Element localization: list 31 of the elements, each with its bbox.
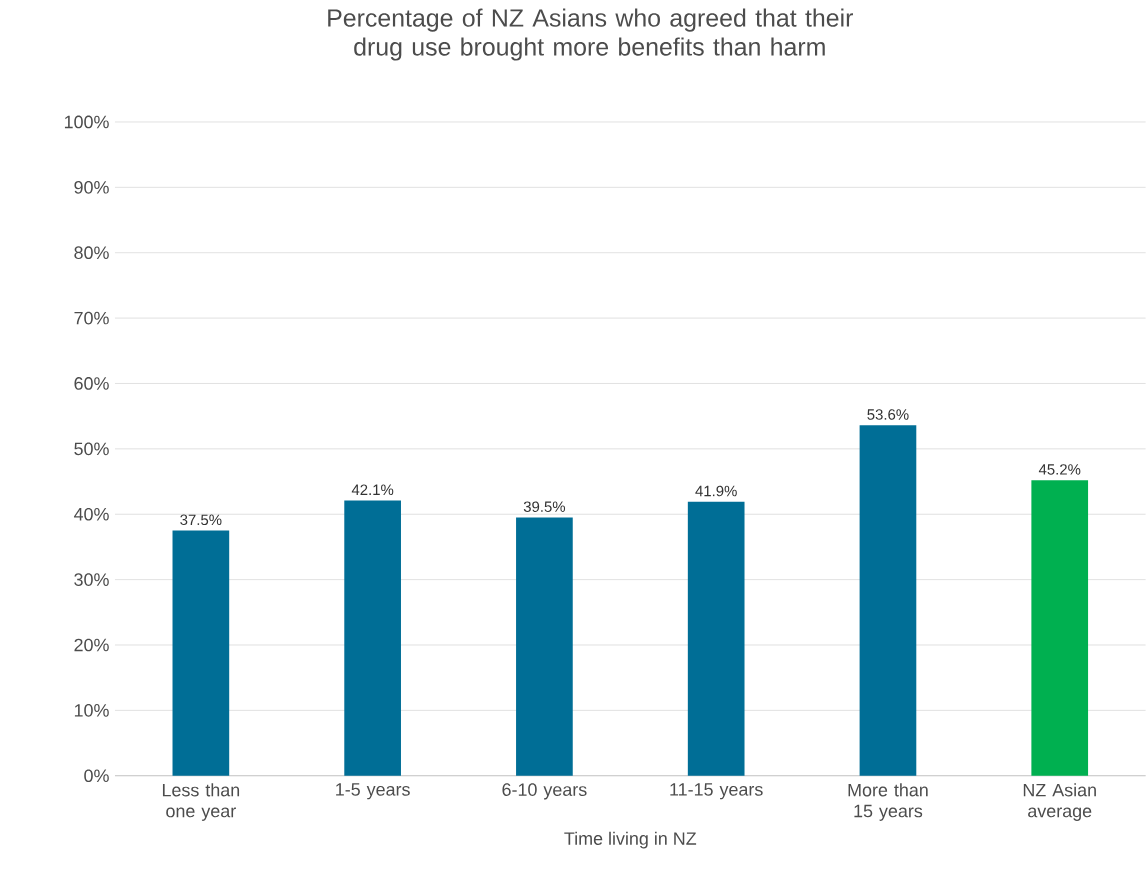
y-tick-label: 70% xyxy=(74,311,109,325)
y-tick-label: 10% xyxy=(74,704,109,717)
y-tick-label: 90% xyxy=(74,181,109,194)
chart-title: Percentage of NZ Asians who agreed that their drug use brought more benefits than harm xyxy=(328,8,853,61)
data-label: 42.1% xyxy=(351,484,394,496)
x-tick-label: 1-5 years xyxy=(336,783,410,800)
x-tick-label: 6-10 years xyxy=(502,783,587,800)
y-tick-label: 50% xyxy=(74,442,109,456)
x-tick-label: NZ Asian average xyxy=(1023,783,1096,822)
y-tick-label: 30% xyxy=(74,573,109,587)
data-label: 39.5% xyxy=(523,501,566,513)
y-tick-label: 20% xyxy=(74,638,109,652)
bar xyxy=(516,517,573,776)
bar xyxy=(1031,480,1089,776)
y-tick-label: 40% xyxy=(73,508,109,521)
y-tick-label: 0% xyxy=(84,769,109,783)
y-tick-label: 80% xyxy=(74,246,109,260)
y-tick-label: 60% xyxy=(74,377,109,390)
bar xyxy=(687,501,745,776)
x-tick-label: More than 15 years xyxy=(848,783,928,822)
x-tick-label: 11-15 years xyxy=(670,783,763,800)
data-label: 53.6% xyxy=(867,409,909,420)
x-tick-label: Less than one year xyxy=(162,783,240,822)
y-tick-label: 100% xyxy=(64,115,109,129)
bar xyxy=(859,425,917,776)
data-label: 37.5% xyxy=(180,514,222,526)
data-label: 45.2% xyxy=(1038,464,1081,475)
bar xyxy=(172,530,230,776)
bar xyxy=(344,500,401,776)
data-label: 41.9% xyxy=(695,485,737,497)
x-axis-title: Time living in NZ xyxy=(564,831,697,849)
